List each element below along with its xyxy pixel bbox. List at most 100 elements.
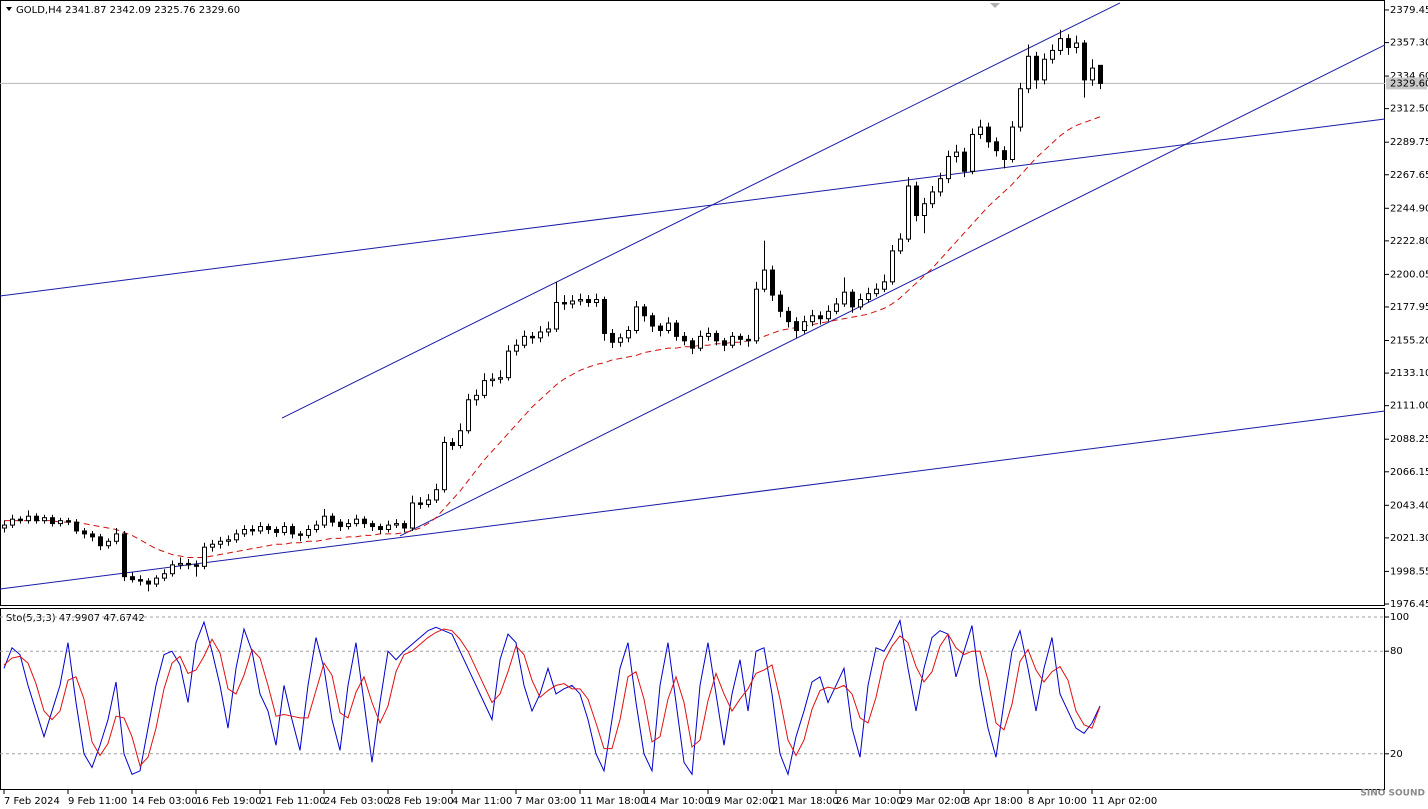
candle-body: [930, 191, 935, 205]
candle-body: [98, 536, 103, 547]
y-tick-label: 2222.80: [1390, 236, 1428, 247]
candle-body: [610, 332, 615, 343]
period-marker: [990, 3, 1000, 8]
candle-body: [250, 528, 255, 532]
candle-body: [874, 288, 879, 295]
candle-body: [850, 291, 855, 308]
y-tick-label: 2312.50: [1390, 104, 1428, 115]
trend-line: [0, 410, 1385, 590]
x-tick-label: 21 Feb 11:00: [260, 796, 326, 807]
candle-body: [786, 310, 791, 323]
candle-body: [1082, 42, 1087, 81]
y-tick-label: 1976.45: [1390, 599, 1428, 610]
candle-body: [906, 185, 911, 240]
x-tick-label: 3 Apr 18:00: [964, 796, 1023, 807]
y-tick-label: 2066.15: [1390, 467, 1428, 478]
candle-body: [418, 502, 423, 505]
candle-body: [298, 533, 303, 536]
candle-body: [802, 321, 807, 331]
candle-body: [554, 301, 559, 330]
candle-body: [146, 580, 151, 585]
candle-body: [50, 517, 55, 525]
x-tick-label: 7 Feb 2024: [4, 796, 60, 807]
candle-body: [970, 133, 975, 172]
candle-body: [578, 299, 583, 302]
candle-body: [466, 399, 471, 432]
candle-body: [154, 577, 159, 585]
y-tick-label: 80: [1390, 646, 1403, 657]
candle-body: [186, 562, 191, 566]
x-tick-label: 14 Mar 10:00: [644, 796, 711, 807]
candle-body: [690, 340, 695, 349]
candle-body: [738, 335, 743, 340]
candle-body: [66, 520, 71, 523]
candle-body: [138, 579, 143, 582]
candle-body: [842, 291, 847, 305]
candle-body: [954, 151, 959, 158]
candle-body: [706, 332, 711, 337]
candle-body: [58, 520, 63, 525]
candle-body: [274, 528, 279, 533]
candle-body: [586, 299, 591, 303]
x-tick-label: 9 Feb 11:00: [68, 796, 127, 807]
y-tick-label: 2155.20: [1390, 336, 1428, 347]
candle-body: [778, 294, 783, 312]
candle-body: [514, 344, 519, 352]
candle-body: [922, 203, 927, 217]
candle-body: [410, 502, 415, 529]
candle-body: [202, 546, 207, 567]
x-tick-label: 16 Feb 19:00: [196, 796, 262, 807]
indicator-plot: [0, 616, 1385, 777]
candle-body: [74, 521, 79, 532]
candle-body: [282, 526, 287, 533]
x-tick-label: 26 Mar 10:00: [836, 796, 903, 807]
y-tick-label: 2289.75: [1390, 137, 1428, 148]
candle-body: [90, 533, 95, 538]
x-tick-label: 11 Mar 18:00: [580, 796, 647, 807]
indicator-label: Sto(5,3,3) 47.9907 47.6742: [6, 613, 145, 624]
y-tick-label: 2088.25: [1390, 434, 1428, 445]
candle-body: [530, 335, 535, 339]
y-tick-label: 2021.30: [1390, 533, 1428, 544]
candle-body: [858, 299, 863, 308]
y-tick-label: 20: [1390, 749, 1403, 760]
candle-body: [866, 293, 871, 301]
main-panel: [0, 0, 1385, 606]
y-tick-label: 2357.30: [1390, 38, 1428, 49]
symbol-menu-arrow[interactable]: [6, 7, 12, 11]
y-tick-label: 2133.10: [1390, 368, 1428, 379]
candle-body: [722, 340, 727, 346]
candle-body: [266, 526, 271, 530]
indicator-panel: [0, 608, 1385, 790]
candle-body: [234, 533, 239, 541]
y-tick-label: 2200.05: [1390, 269, 1428, 280]
candle-body: [826, 310, 831, 320]
x-tick-label: 29 Mar 02:00: [900, 796, 967, 807]
candle-body: [730, 335, 735, 346]
candle-body: [306, 528, 311, 536]
candle-body: [986, 126, 991, 143]
candle-body: [178, 562, 183, 566]
candle-body: [106, 540, 111, 547]
x-tick-label: 7 Mar 03:00: [516, 796, 576, 807]
candle-body: [818, 315, 823, 320]
candle-body: [378, 526, 383, 530]
candle-body: [714, 332, 719, 342]
candle-body: [914, 185, 919, 217]
candle-body: [402, 523, 407, 529]
candle-body: [602, 299, 607, 334]
candle-body: [698, 335, 703, 349]
candle-body: [482, 380, 487, 396]
candle-body: [170, 564, 175, 575]
candle-body: [82, 530, 87, 535]
y-tick-label: 2043.40: [1390, 500, 1428, 511]
candle-body: [962, 151, 967, 172]
candle-body: [834, 303, 839, 312]
y-tick-label: 2177.95: [1390, 302, 1428, 313]
candle-body: [882, 281, 887, 290]
candle-body: [538, 331, 543, 339]
candle-body: [546, 328, 551, 333]
candle-body: [450, 442, 455, 446]
